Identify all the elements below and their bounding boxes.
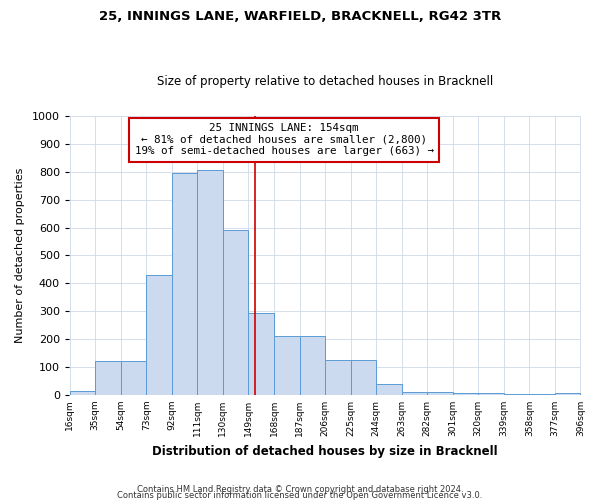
Bar xyxy=(121,362,146,395)
Bar xyxy=(504,394,529,395)
Title: Size of property relative to detached houses in Bracknell: Size of property relative to detached ho… xyxy=(157,76,493,88)
Bar xyxy=(274,336,299,395)
Y-axis label: Number of detached properties: Number of detached properties xyxy=(15,168,25,343)
Bar xyxy=(478,393,504,395)
Bar xyxy=(453,393,478,395)
X-axis label: Distribution of detached houses by size in Bracknell: Distribution of detached houses by size … xyxy=(152,444,498,458)
Bar xyxy=(325,360,350,395)
Bar xyxy=(350,360,376,395)
Bar xyxy=(172,173,197,395)
Text: Contains public sector information licensed under the Open Government Licence v3: Contains public sector information licen… xyxy=(118,490,482,500)
Text: 25, INNINGS LANE, WARFIELD, BRACKNELL, RG42 3TR: 25, INNINGS LANE, WARFIELD, BRACKNELL, R… xyxy=(99,10,501,23)
Bar xyxy=(376,384,401,395)
Bar xyxy=(555,393,580,395)
Bar xyxy=(248,312,274,395)
Text: 25 INNINGS LANE: 154sqm
← 81% of detached houses are smaller (2,800)
19% of semi: 25 INNINGS LANE: 154sqm ← 81% of detache… xyxy=(134,123,434,156)
Bar xyxy=(95,362,121,395)
Bar xyxy=(223,230,248,395)
Bar xyxy=(70,390,95,395)
Bar xyxy=(146,275,172,395)
Bar xyxy=(427,392,453,395)
Text: Contains HM Land Registry data © Crown copyright and database right 2024.: Contains HM Land Registry data © Crown c… xyxy=(137,485,463,494)
Bar xyxy=(197,170,223,395)
Bar xyxy=(299,336,325,395)
Bar xyxy=(529,394,555,395)
Bar xyxy=(401,392,427,395)
